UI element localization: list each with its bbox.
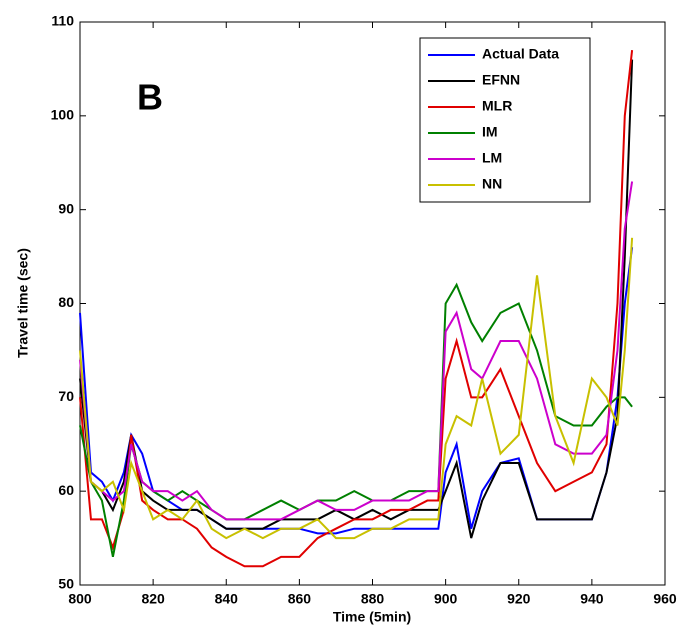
legend-label: MLR <box>482 98 512 114</box>
series-line <box>79 50 634 568</box>
series-line <box>79 181 634 521</box>
legend-label: Actual Data <box>482 46 559 62</box>
y-tick-label: 50 <box>58 576 74 592</box>
x-tick-label: 880 <box>361 591 385 607</box>
y-tick-label: 70 <box>58 388 74 404</box>
x-tick-label: 920 <box>507 591 531 607</box>
x-tick-label: 900 <box>434 591 458 607</box>
x-tick-label: 800 <box>68 591 92 607</box>
legend-label: IM <box>482 124 498 140</box>
x-tick-label: 820 <box>141 591 165 607</box>
x-tick-label: 940 <box>580 591 604 607</box>
series-line <box>79 237 634 540</box>
x-tick-label: 960 <box>653 591 677 607</box>
x-axis-label: Time (5min) <box>333 609 411 625</box>
y-tick-label: 80 <box>58 294 74 310</box>
panel-label: B <box>137 77 163 118</box>
y-tick-label: 110 <box>51 13 74 29</box>
y-axis-label: Travel time (sec) <box>15 248 31 358</box>
legend-label: NN <box>482 176 502 192</box>
x-tick-label: 840 <box>215 591 239 607</box>
y-tick-label: 60 <box>58 482 74 498</box>
legend-label: EFNN <box>482 72 520 88</box>
legend-label: LM <box>482 150 502 166</box>
legend-box <box>419 37 591 203</box>
x-tick-label: 860 <box>288 591 312 607</box>
y-tick-label: 90 <box>58 200 74 216</box>
y-tick-label: 100 <box>51 107 75 123</box>
